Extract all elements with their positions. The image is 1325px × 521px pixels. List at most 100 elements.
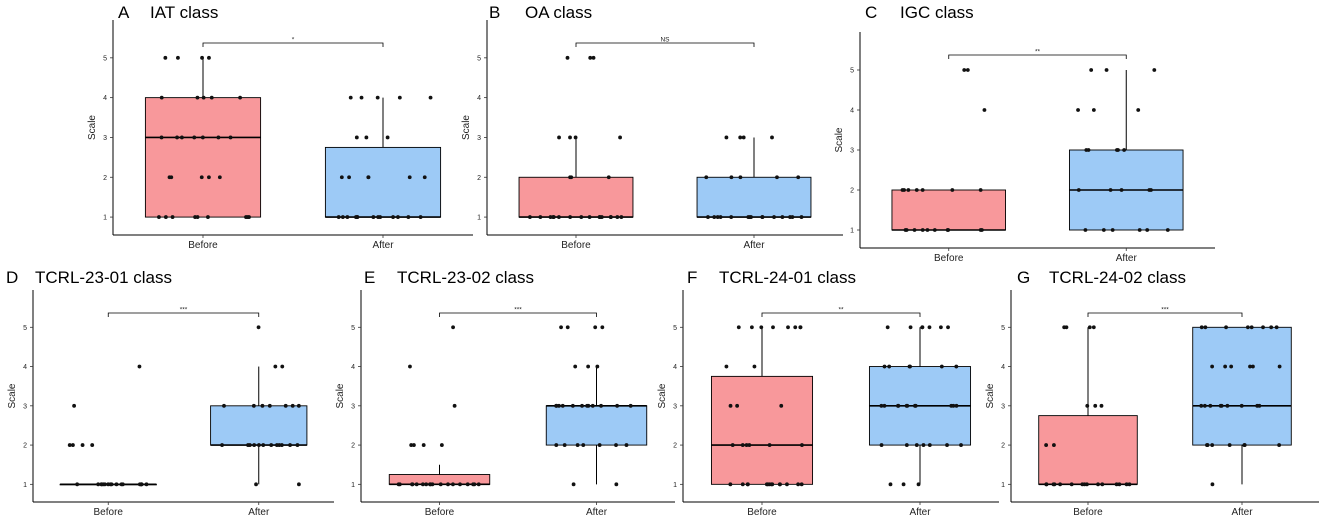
data-point [451,325,455,330]
y-tick-label: 2 [477,175,481,182]
data-point [945,228,950,232]
data-point [269,443,274,447]
data-point [163,55,168,60]
data-point [75,482,80,487]
data-point [106,482,111,487]
data-point [430,482,435,487]
data-point [879,403,884,408]
significance-bracket [439,312,597,317]
data-point [954,403,959,408]
data-point [945,443,949,447]
data-point [1127,482,1132,487]
box-body [1192,326,1292,446]
data-point [927,443,932,447]
data-point [760,215,765,219]
data-point [882,364,887,369]
panel-a: A IAT class 1 2 3 4 5 Scale Before After * [87,3,473,251]
data-point [571,482,576,487]
y-tick-label: 4 [103,95,107,102]
y-tick-label: 5 [673,325,677,332]
data-point [99,482,104,487]
data-point [896,403,900,408]
data-point [905,403,910,408]
data-point [548,215,553,219]
panel-f: F TCRL-24-01 class 1 2 3 4 5 Scale Before After ** [657,268,999,518]
box-body [710,375,814,485]
significance-bracket [575,42,755,47]
y-tick-label: 5 [351,325,355,332]
data-point [775,175,779,180]
data-point [458,482,462,487]
data-point [752,364,757,369]
box-after [545,325,648,487]
data-point [1224,325,1228,330]
data-point [916,482,921,487]
data-point [1205,443,1209,447]
data-point [560,403,565,408]
data-point [1203,325,1208,330]
data-point [1044,482,1049,487]
data-point [628,403,633,408]
data-point [904,443,909,447]
data-point [588,55,593,60]
data-point [1122,148,1127,152]
y-tick-label: 4 [477,95,481,102]
data-point [207,175,211,180]
panel-title: TCRL-23-01 class [35,268,172,287]
data-point [1248,364,1252,369]
panel-d: D TCRL-23-01 class 1 2 3 4 5 Scale Before After **… [6,268,334,518]
data-point [1124,482,1129,487]
x-category-label: After [743,240,765,251]
data-point [371,215,376,219]
y-axis-title: Scale [985,383,996,408]
panel-letter: F [687,268,697,287]
data-point [1210,443,1215,447]
data-point [90,443,95,447]
data-point [1152,68,1157,72]
data-point [554,443,559,447]
data-point [913,403,917,408]
data-point [735,403,740,408]
data-point [364,135,369,140]
data-point [738,135,743,140]
panel-letter: D [6,268,18,287]
data-point [887,364,892,369]
panel-letter: B [489,3,500,22]
significance-bracket [948,54,1127,59]
data-point [800,443,804,447]
significance-label: ** [1035,49,1041,56]
data-point [170,215,175,219]
data-point [767,443,772,447]
y-tick-label: 3 [850,148,854,155]
data-point [1249,325,1254,330]
data-point [759,325,764,330]
data-point [568,135,572,140]
data-point [336,215,341,219]
data-point [600,325,605,330]
data-point [939,325,943,330]
data-point [946,325,950,330]
data-point [159,135,164,140]
data-point [790,215,795,219]
data-point [245,215,250,219]
data-point [920,325,925,330]
box-body [324,146,442,218]
data-point [207,55,211,60]
panel-letter: C [865,3,877,22]
data-point [408,364,412,369]
data-point [193,215,197,219]
data-point [575,443,580,447]
data-point [1269,325,1274,330]
data-point [418,215,423,219]
data-point [1229,364,1234,369]
data-point [295,443,300,447]
data-point [424,482,429,487]
data-point [280,364,285,369]
data-point [965,68,970,72]
y-tick-label: 3 [23,403,27,410]
data-point [175,135,179,140]
box-after [696,135,812,219]
data-point [340,215,345,219]
significance-label: *** [1161,307,1169,314]
data-point [354,215,358,219]
